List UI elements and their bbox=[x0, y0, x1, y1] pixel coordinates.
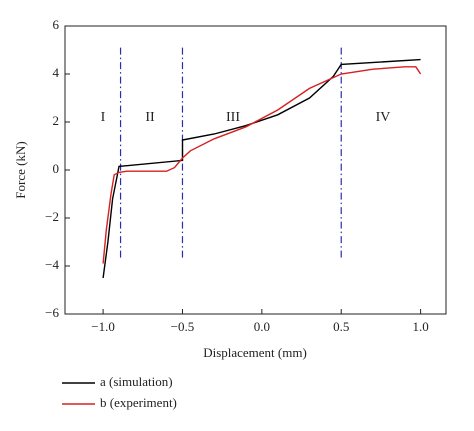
y-tick-label: 0 bbox=[53, 161, 60, 176]
y-tick-label: 4 bbox=[53, 65, 60, 80]
legend-label: a (simulation) bbox=[100, 374, 173, 389]
series-line bbox=[102, 58, 421, 279]
x-tick-label: −1.0 bbox=[91, 319, 115, 334]
y-tick-label: −6 bbox=[45, 305, 59, 320]
x-tick-label: −0.5 bbox=[171, 319, 195, 334]
plot-frame bbox=[64, 25, 447, 315]
x-tick-label: 0.5 bbox=[333, 319, 349, 334]
x-tick-label: 1.0 bbox=[412, 319, 428, 334]
y-axis-title: Force (kN) bbox=[13, 141, 28, 198]
region-label: IV bbox=[376, 110, 391, 125]
region-label: I bbox=[101, 110, 106, 125]
y-tick-label: 2 bbox=[53, 113, 60, 128]
y-tick-label: −4 bbox=[45, 257, 59, 272]
region-label: II bbox=[145, 110, 155, 125]
region-label: III bbox=[226, 110, 240, 125]
series-line bbox=[102, 66, 422, 264]
legend-label: b (experiment) bbox=[100, 395, 177, 410]
x-tick-label: 0.0 bbox=[254, 319, 270, 334]
y-tick-label: 6 bbox=[53, 17, 60, 32]
y-tick-label: −2 bbox=[45, 209, 59, 224]
x-axis-title: Displacement (mm) bbox=[203, 345, 307, 360]
